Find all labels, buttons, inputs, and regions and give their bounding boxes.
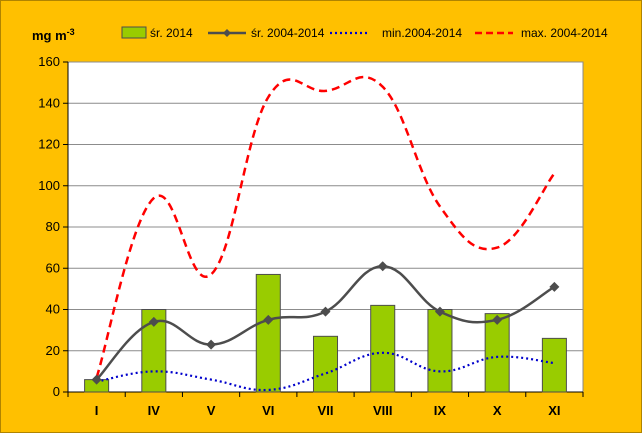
y-tick-label: 140 (38, 95, 60, 110)
data-point-marker (320, 306, 331, 317)
bar (255, 273, 281, 393)
bar (370, 304, 396, 393)
bar (541, 337, 567, 393)
legend: śr. 2014 śr. 2004-2014 min.2004-2014 max. 2… (121, 26, 608, 40)
data-point-marker (148, 316, 159, 327)
legend-swatch (121, 26, 147, 39)
bar (427, 309, 453, 393)
y-tick-label: 20 (46, 343, 60, 358)
data-point-marker (549, 281, 560, 292)
x-tick-label: VI (262, 403, 274, 418)
data-point-marker (91, 374, 102, 385)
y-axis-unit: mg m-3 (32, 27, 75, 43)
series-line (95, 75, 556, 378)
legend-label: min.2004-2014 (382, 26, 462, 40)
y-tick-label: 120 (38, 137, 60, 152)
x-axis-ticks: I IV V VI VII VIII IX X XI (67, 392, 584, 418)
x-tick-label: I (95, 403, 99, 418)
x-tick-label: VII (318, 403, 334, 418)
x-tick-label: V (207, 403, 216, 418)
legend-label: śr. 2004-2014 (251, 26, 325, 40)
y-tick-label: 0 (53, 384, 60, 399)
y-tick-label: 60 (46, 260, 60, 275)
x-tick-label: VIII (373, 403, 393, 418)
legend-marker (223, 29, 231, 37)
bar (312, 335, 339, 393)
y-tick-label: 160 (38, 54, 60, 69)
y-tick-label: 80 (46, 219, 60, 234)
x-tick-label: IV (148, 403, 161, 418)
x-tick-label: X (493, 403, 502, 418)
legend-label: śr. 2014 (150, 26, 193, 40)
bar-series (84, 273, 567, 393)
y-tick-label: 40 (46, 302, 60, 317)
data-point-marker (206, 339, 217, 350)
data-point-marker (434, 306, 445, 317)
y-tick-label: 100 (38, 178, 60, 193)
bar (484, 313, 510, 393)
series-line (96, 351, 555, 392)
y-axis-unit-superscript: -3 (67, 27, 75, 37)
data-point-marker (263, 314, 274, 325)
line-series (91, 75, 560, 392)
data-point-marker (492, 314, 503, 325)
data-point-marker (377, 261, 388, 272)
x-tick-label: IX (434, 403, 447, 418)
legend-label: max. 2004-2014 (521, 26, 608, 40)
x-tick-label: XI (548, 403, 560, 418)
